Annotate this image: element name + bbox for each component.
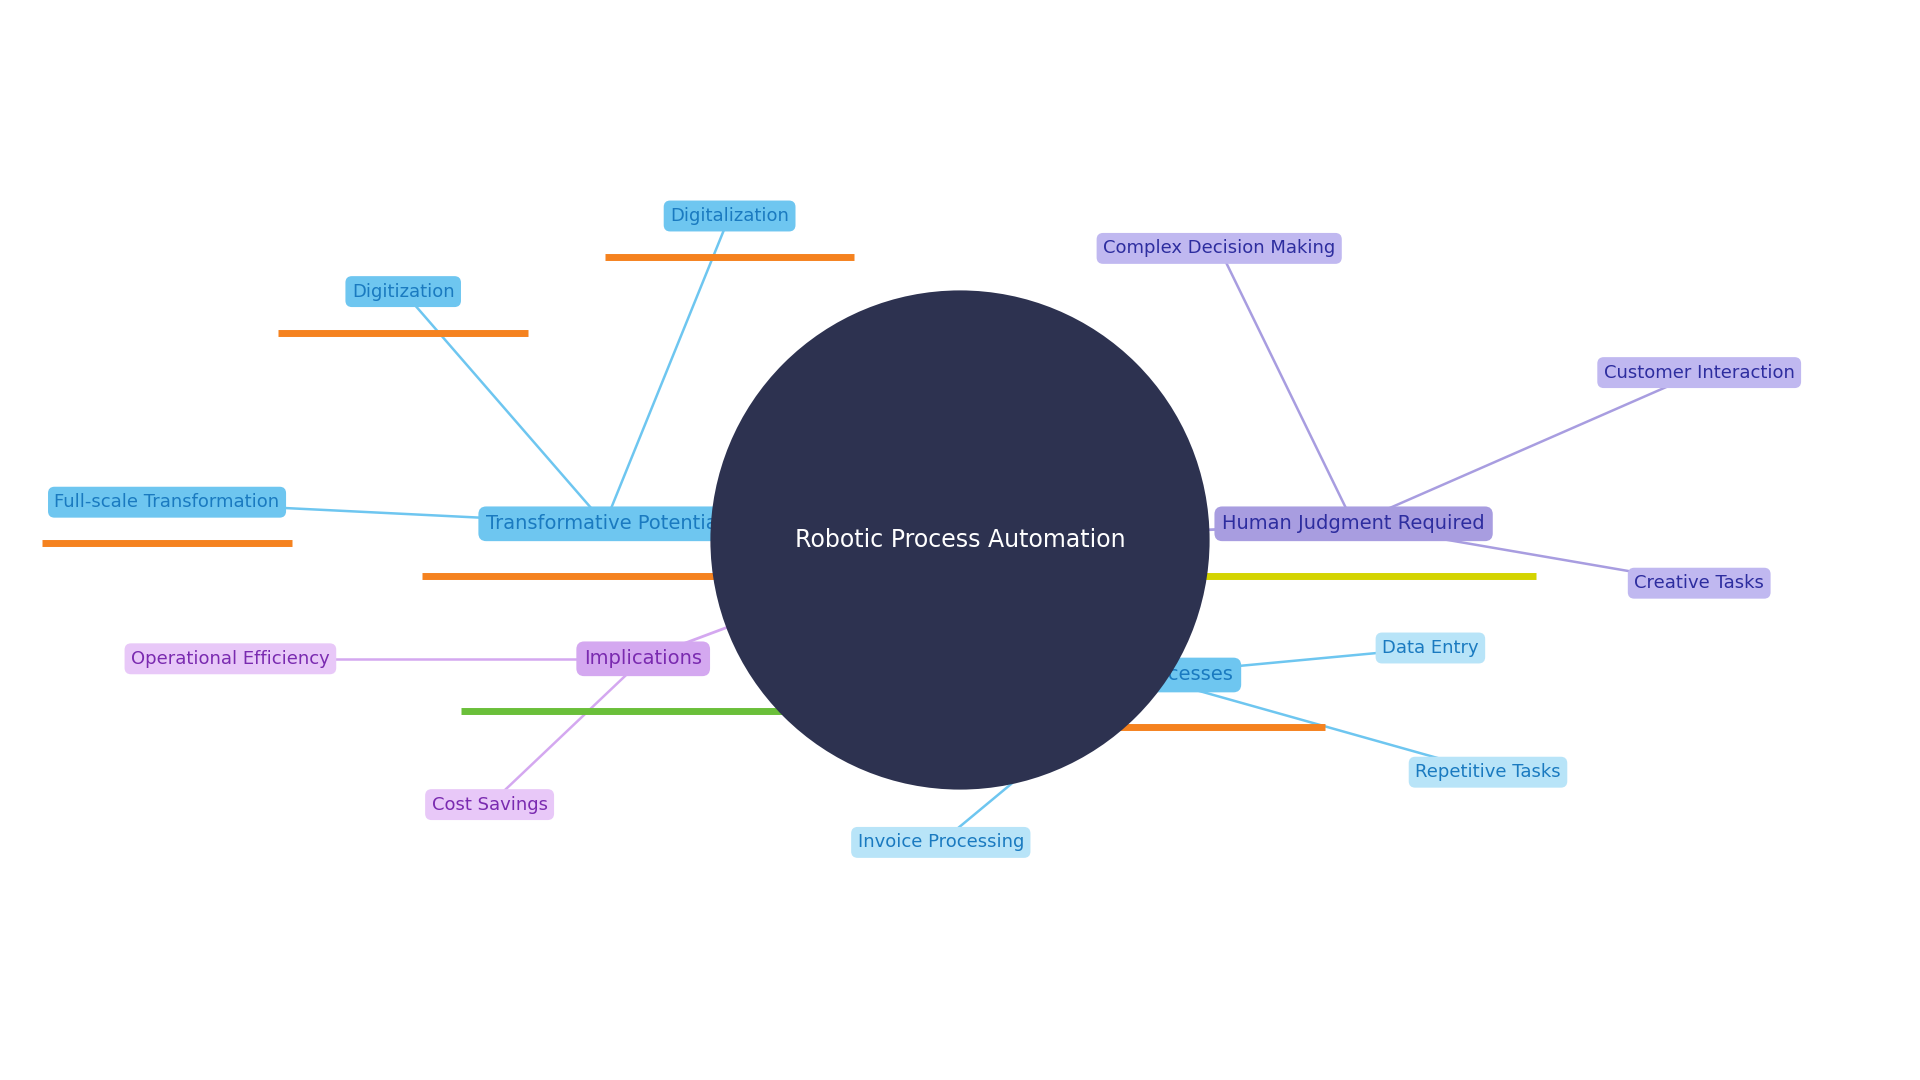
Text: Customer Interaction: Customer Interaction (1603, 364, 1795, 381)
Text: Operational Efficiency: Operational Efficiency (131, 650, 330, 667)
Text: Digitalization: Digitalization (670, 207, 789, 225)
Text: Implications: Implications (584, 649, 703, 669)
Text: Digitization: Digitization (351, 283, 455, 300)
Text: Complex Decision Making: Complex Decision Making (1104, 240, 1334, 257)
Text: Robotic Process Automation: Robotic Process Automation (795, 528, 1125, 552)
Text: Suitable Processes: Suitable Processes (1052, 665, 1233, 685)
Text: Data Entry: Data Entry (1382, 639, 1478, 657)
Text: Human Judgment Required: Human Judgment Required (1223, 514, 1484, 534)
Text: Cost Savings: Cost Savings (432, 796, 547, 813)
Text: Creative Tasks: Creative Tasks (1634, 575, 1764, 592)
Text: Invoice Processing: Invoice Processing (858, 834, 1023, 851)
Text: Transformative Potential: Transformative Potential (486, 514, 724, 534)
Text: Full-scale Transformation: Full-scale Transformation (54, 494, 280, 511)
Text: Repetitive Tasks: Repetitive Tasks (1415, 764, 1561, 781)
Ellipse shape (710, 291, 1210, 789)
